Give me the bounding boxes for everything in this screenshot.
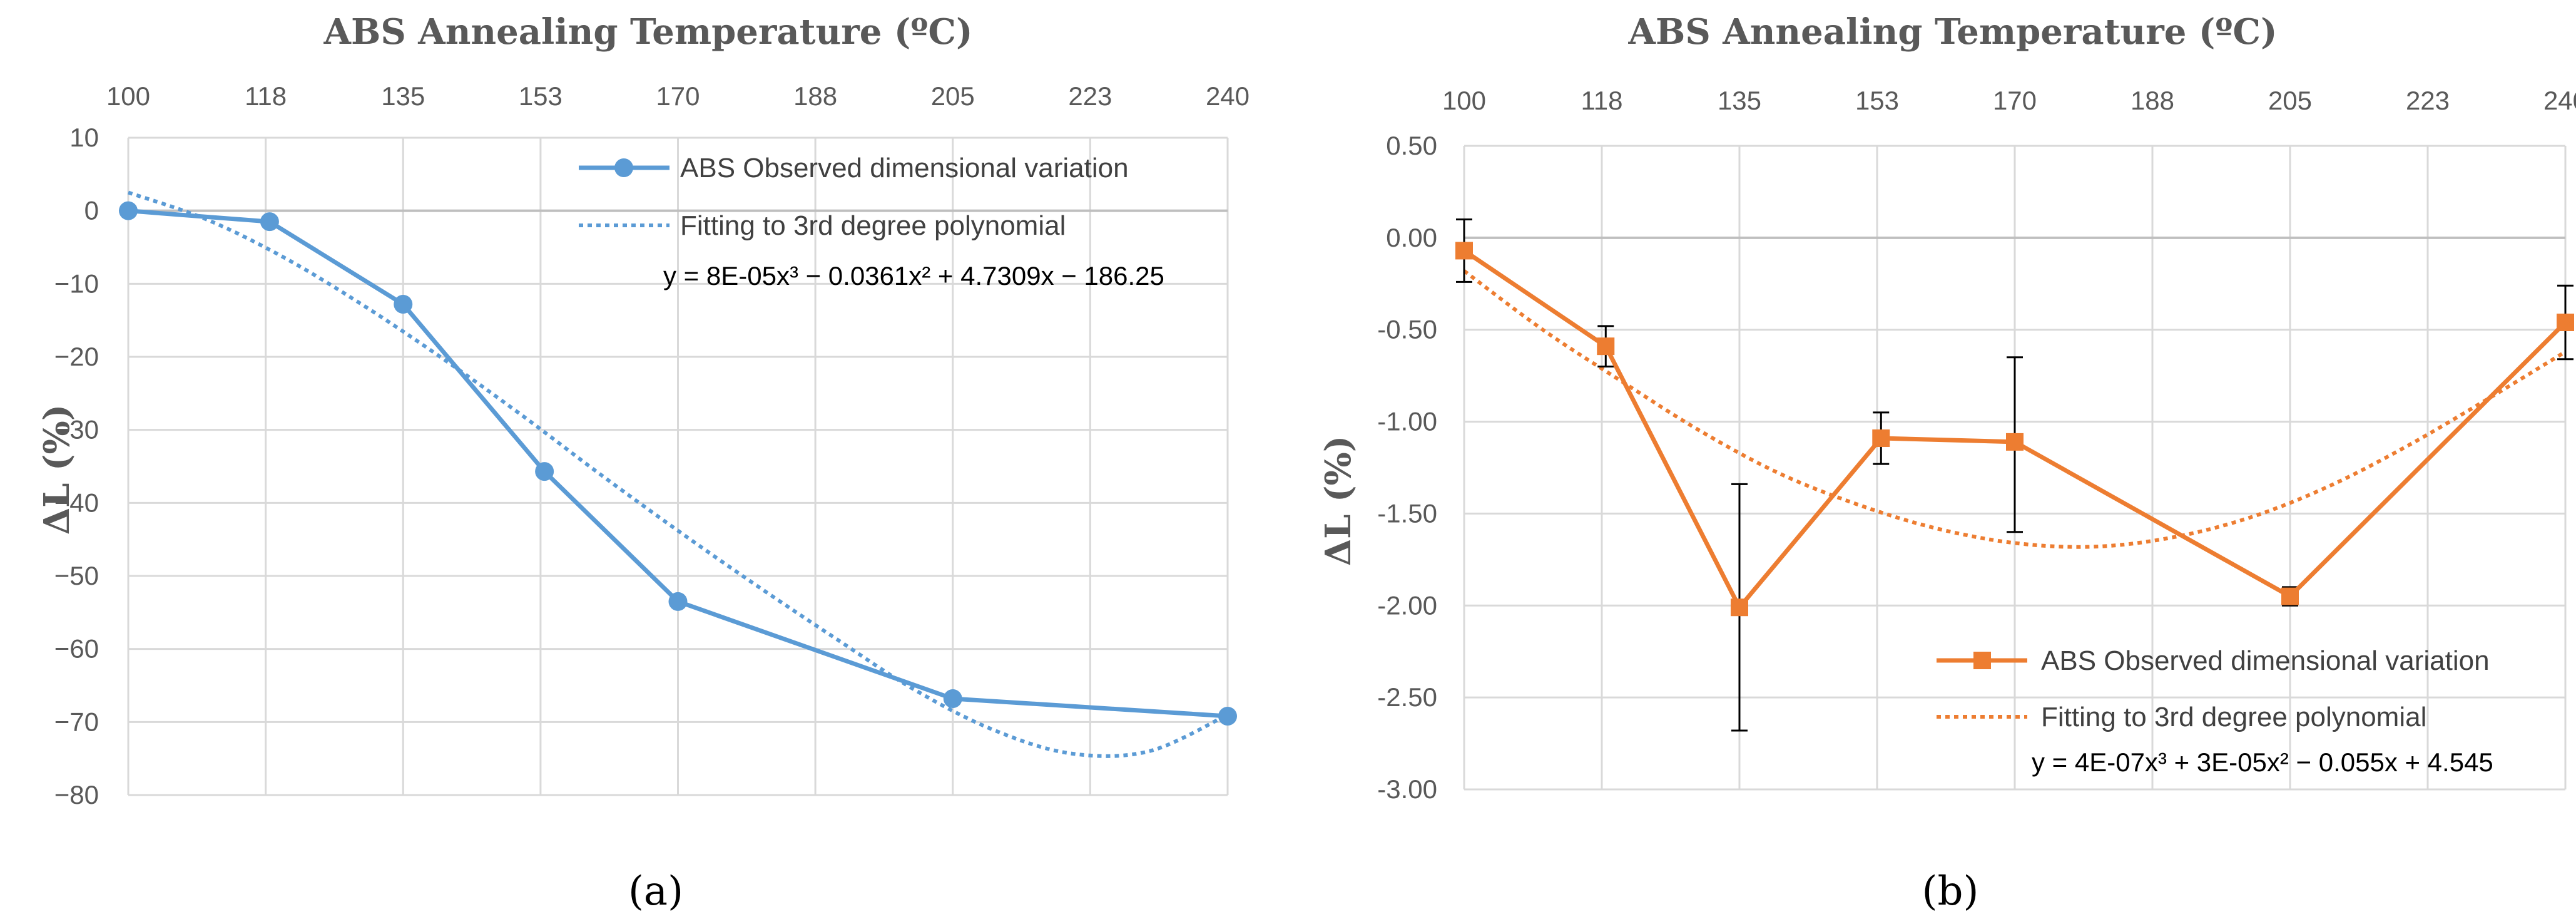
- chart-b-data-point: [1597, 337, 1615, 356]
- chart-a-legend-fit-label: Fitting to 3rd degree polynomial: [680, 210, 1066, 241]
- chart-a-data-point: [668, 592, 688, 611]
- chart-b-data-point: [1731, 598, 1748, 617]
- chart-b-x-tick-label: 100: [1442, 86, 1486, 115]
- chart-b-x-ticks: 100 118 135 153 170 188 205 223 240: [1442, 86, 2576, 115]
- chart-b-caption: (b): [1922, 868, 1979, 915]
- chart-a-series: [119, 201, 1237, 726]
- chart-b-x-tick-label: 205: [2268, 86, 2312, 115]
- chart-a-y-tick-label: −80: [54, 780, 99, 809]
- chart-b-legend-fit-label: Fitting to 3rd degree polynomial: [2041, 702, 2426, 732]
- chart-a-y-ticks: 10 0 −10 −20 −30 −40 −50 −60 −70 −80: [54, 123, 99, 809]
- chart-a-y-tick-label: −60: [54, 634, 99, 664]
- chart-a-x-tick-label: 223: [1068, 81, 1112, 111]
- chart-b-y-tick-label: -3.00: [1377, 774, 1437, 804]
- chart-b-x-tick-label: 223: [2406, 86, 2450, 115]
- chart-a-x-tick-label: 188: [793, 81, 837, 111]
- chart-b-legend: ABS Observed dimensional variation Fitti…: [1937, 645, 2493, 777]
- chart-a-y-tick-label: −40: [54, 488, 99, 517]
- chart-b-legend-series-marker: [1973, 652, 1991, 669]
- chart-b-fit-equation: y = 4E-07x³ + 3E-05x² − 0.055x + 4.545: [2032, 747, 2493, 777]
- chart-b-y-axis-label: ΔL (%): [1318, 436, 1359, 567]
- chart-b-data-point: [2557, 313, 2574, 331]
- chart-a-x-tick-label: 170: [656, 81, 700, 111]
- chart-a-x-tick-label: 135: [381, 81, 425, 111]
- chart-b-data-point: [2006, 433, 2024, 451]
- chart-a-x-tick-label: 205: [931, 81, 975, 111]
- chart-b: ABS Annealing Temperature (ºC) ΔL (%) 10…: [1318, 11, 2576, 915]
- chart-a-legend: ABS Observed dimensional variation Fitti…: [579, 153, 1164, 290]
- chart-a-data-point: [943, 689, 962, 708]
- chart-a-data-point: [394, 295, 413, 314]
- chart-b-y-tick-label: -0.50: [1377, 315, 1437, 344]
- chart-a-gridlines: [127, 136, 1229, 796]
- chart-b-x-tick-label: 170: [1993, 86, 2037, 115]
- chart-a-x-tick-label: 100: [106, 81, 150, 111]
- chart-a-data-point: [1218, 707, 1237, 726]
- chart-a-caption: (a): [628, 868, 683, 915]
- chart-a-data-point: [535, 462, 554, 481]
- chart-b-y-tick-label: -1.00: [1377, 407, 1437, 436]
- chart-b-x-tick-label: 188: [2131, 86, 2174, 115]
- chart-b-y-tick-label: -1.50: [1377, 498, 1437, 528]
- chart-a-y-tick-label: −10: [54, 269, 99, 298]
- chart-b-x-tick-label: 135: [1718, 86, 1761, 115]
- chart-a-fit-line: [128, 190, 1229, 758]
- chart-a-y-tick-label: −70: [54, 707, 99, 736]
- chart-b-series: [1455, 218, 2574, 732]
- chart-a-y-axis-label: ΔL (%): [36, 404, 78, 535]
- chart-a-title: ABS Annealing Temperature (ºC): [323, 11, 973, 53]
- chart-b-y-tick-label: 0.50: [1386, 131, 1437, 160]
- chart-a-y-tick-label: 0: [84, 196, 99, 225]
- chart-b-y-tick-label: -2.50: [1377, 682, 1437, 712]
- chart-b-y-ticks: 0.50 0.00 -0.50 -1.00 -1.50 -2.00 -2.50 -3.00: [1377, 131, 1437, 804]
- chart-b-legend-series-label: ABS Observed dimensional variation: [2041, 645, 2490, 676]
- chart-b-x-tick-label: 118: [1581, 86, 1623, 115]
- chart-b-data-point: [1872, 429, 1890, 448]
- chart-a-x-ticks: 100 118 135 153 170 188 205 223 240: [106, 81, 1250, 111]
- chart-b-data-point: [1455, 242, 1473, 260]
- chart-b-title: ABS Annealing Temperature (ºC): [1628, 11, 2278, 53]
- chart-a-data-point: [260, 212, 279, 232]
- chart-a-legend-series-label: ABS Observed dimensional variation: [680, 153, 1129, 183]
- chart-b-data-point: [2281, 587, 2299, 605]
- chart-a-data-point: [119, 201, 138, 220]
- chart-a-fit-curve: [128, 190, 1229, 758]
- chart-a-legend-series-marker: [614, 158, 633, 177]
- chart-a-x-tick-label: 153: [519, 81, 563, 111]
- chart-b-y-tick-label: 0.00: [1386, 223, 1437, 252]
- chart-a-fit-equation: y = 8E-05x³ − 0.0361x² + 4.7309x − 186.2…: [663, 261, 1164, 290]
- chart-a-y-tick-label: −20: [54, 342, 99, 371]
- chart-b-x-tick-label: 240: [2543, 86, 2576, 115]
- chart-a-x-tick-label: 118: [245, 81, 287, 111]
- chart-b-x-tick-label: 153: [1855, 86, 1899, 115]
- chart-a-y-tick-label: −50: [54, 561, 99, 590]
- chart-a: ABS Annealing Temperature (ºC) ΔL (%) 10…: [36, 11, 1250, 915]
- chart-b-y-tick-label: -2.00: [1377, 590, 1437, 620]
- chart-a-y-tick-label: −30: [54, 415, 99, 444]
- chart-a-x-tick-label: 240: [1206, 81, 1250, 111]
- chart-a-y-tick-label: 10: [69, 123, 99, 152]
